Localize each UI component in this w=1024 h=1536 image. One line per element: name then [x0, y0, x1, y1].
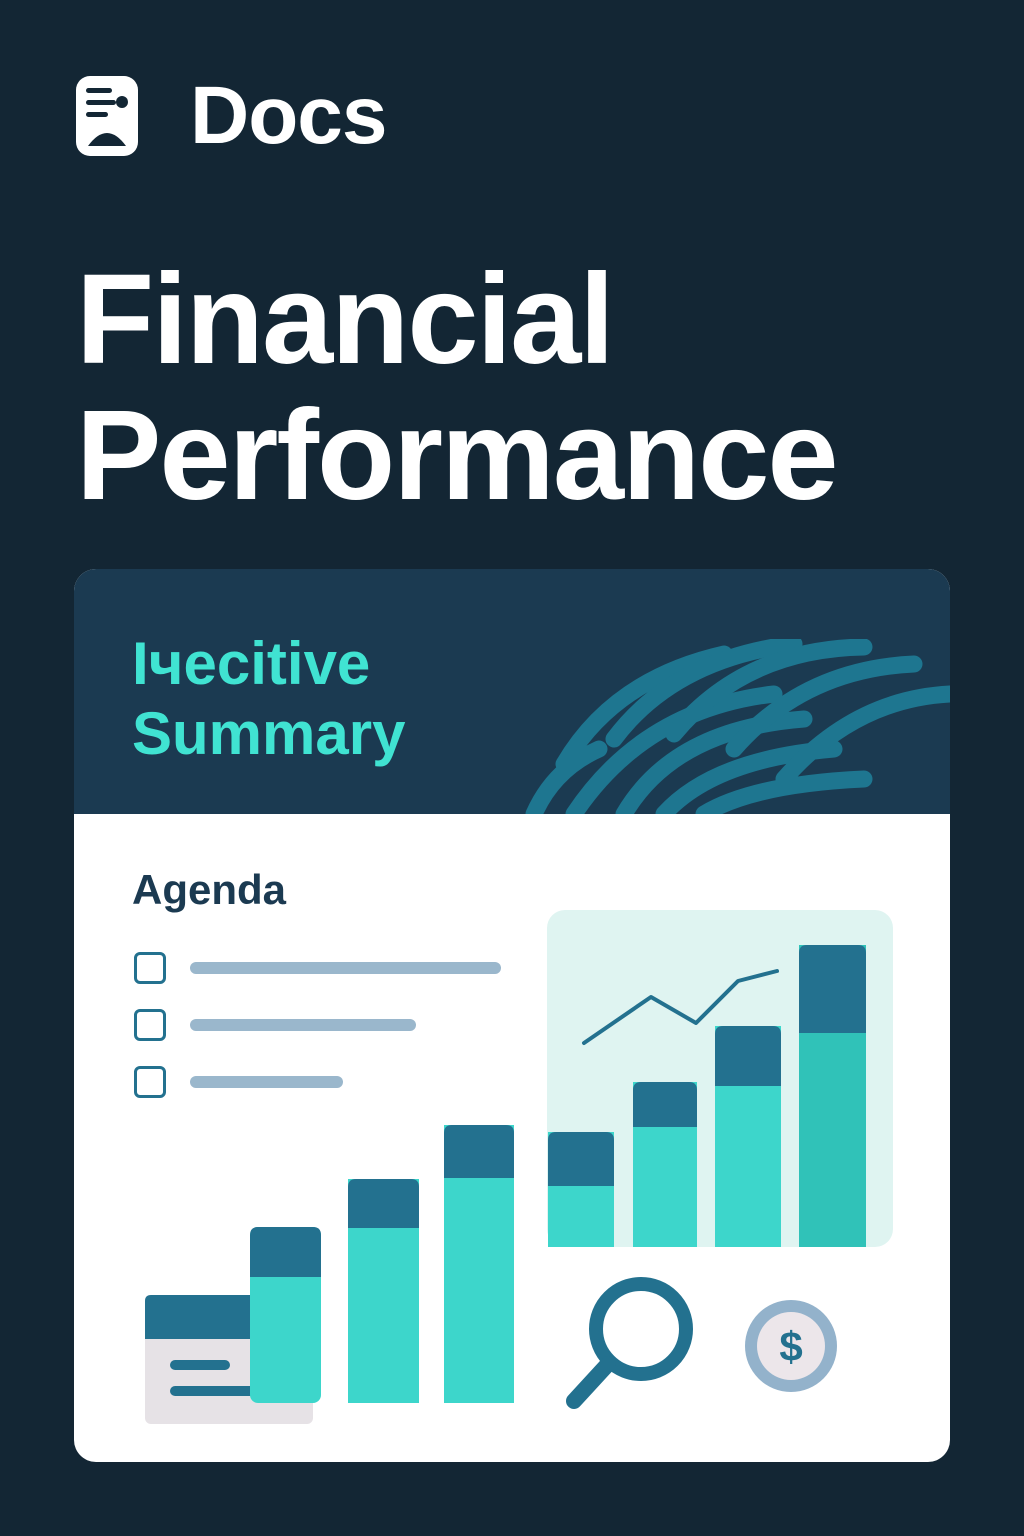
- bar: [348, 1179, 419, 1403]
- panel-bars: [548, 945, 866, 1247]
- bar: [444, 1125, 514, 1403]
- agenda-line: [190, 1019, 416, 1031]
- brand: Docs: [76, 70, 388, 161]
- bar: [250, 1227, 321, 1403]
- agenda-line: [190, 1076, 343, 1088]
- agenda-line: [190, 962, 501, 974]
- agenda-label: Agenda: [132, 866, 287, 913]
- agenda-checkbox[interactable]: [134, 952, 166, 984]
- title-line-1: Financial: [76, 248, 615, 391]
- card-header: Iчecitive Summary: [74, 569, 950, 814]
- bar: [633, 1082, 697, 1247]
- card-header-title: Iчecitive Summary: [132, 629, 405, 769]
- left-bars: [250, 1125, 514, 1403]
- decorative-swirl: [525, 639, 950, 814]
- header-title-line-2: Summary: [132, 700, 406, 767]
- dollar-coin-icon: $: [745, 1300, 837, 1392]
- document-icon: [76, 76, 138, 156]
- summary-card: Iчecitive Summary Agenda: [74, 569, 950, 1462]
- agenda-checkbox[interactable]: [134, 1066, 166, 1098]
- bar: [799, 945, 866, 1247]
- agenda-checkbox[interactable]: [134, 1009, 166, 1041]
- title-line-2: Performance: [76, 384, 839, 527]
- bar: [715, 1026, 781, 1247]
- brand-name: Docs: [190, 70, 388, 161]
- page-title: Financial Performance: [76, 248, 839, 527]
- bar: [548, 1132, 614, 1247]
- header-title-line-1: Iчecitive: [132, 630, 371, 697]
- coin-symbol: $: [779, 1323, 802, 1370]
- finance-illustration: $: [145, 910, 893, 1424]
- trend-line: [582, 969, 779, 1045]
- magnifier-icon: [566, 1277, 693, 1409]
